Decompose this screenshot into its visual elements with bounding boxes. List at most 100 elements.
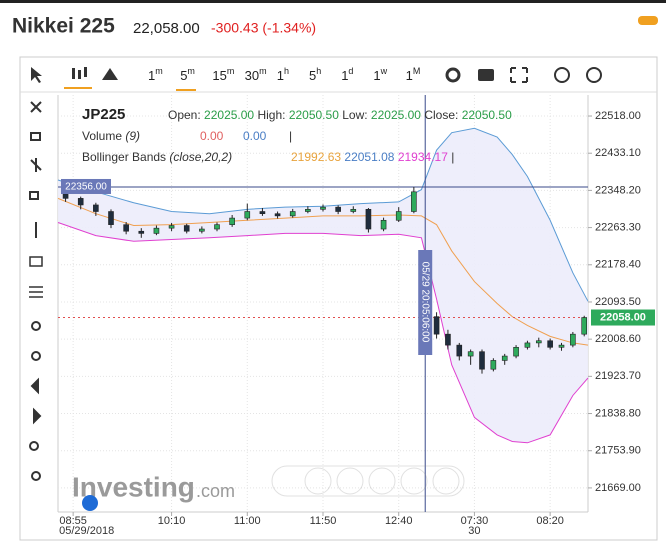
candle-body — [274, 213, 281, 217]
interval-unit: m — [155, 66, 163, 76]
crosshair-x-label: 05/29 20:05:06:00 — [420, 262, 431, 343]
interval[interactable]: 1h — [277, 66, 289, 83]
interval[interactable]: 1w — [373, 66, 387, 83]
label: Volume — [82, 129, 122, 143]
candle-body — [501, 355, 508, 361]
interval-num: 1 — [406, 68, 413, 83]
crosshair-x-box — [418, 250, 433, 355]
crosshair-y-label: 22356.00 — [65, 182, 107, 193]
last-price-box — [591, 309, 655, 326]
interval-unit: h — [284, 66, 289, 76]
change: -300.43 (-1.34%) — [211, 20, 316, 36]
candle-body — [305, 209, 311, 212]
camera[interactable] — [478, 69, 494, 81]
interval[interactable]: 1m — [148, 66, 163, 83]
y-tick-label: 21669.00 — [595, 482, 641, 494]
interval-unit: m — [259, 66, 267, 76]
interval-num: 5 — [309, 68, 316, 83]
legend-bb: Bollinger Bands (close,20,2) 21992.63 22… — [82, 150, 454, 164]
tool[interactable] — [29, 286, 43, 298]
label: Close: — [424, 108, 458, 122]
tool[interactable] — [33, 407, 42, 425]
x-tick-label: 10:10 — [158, 515, 186, 527]
legend-symbol: JP225 — [82, 106, 125, 123]
tool[interactable] — [29, 191, 39, 200]
tool[interactable] — [31, 321, 41, 331]
interval[interactable]: 1d — [341, 66, 353, 83]
candle-body — [490, 360, 497, 370]
candle-body — [199, 228, 205, 232]
x-tick-label: 07:30 — [461, 515, 489, 527]
interval-num: 1 — [277, 68, 284, 83]
tool[interactable] — [29, 256, 43, 267]
tool[interactable] — [30, 158, 42, 172]
candle-body — [229, 217, 235, 225]
tool[interactable] — [30, 132, 41, 141]
tool[interactable] — [31, 471, 41, 481]
candle-body — [320, 206, 326, 210]
candle-body — [535, 340, 542, 344]
interval-num: 5 — [180, 68, 187, 83]
title: Nikkei 225 — [12, 15, 115, 38]
candle-body — [123, 224, 129, 232]
interval-unit: d — [348, 66, 353, 76]
area-tool[interactable] — [102, 68, 118, 80]
candle-body — [108, 211, 114, 225]
date-label: 05/29/2018 — [59, 525, 114, 537]
settings[interactable] — [445, 67, 461, 83]
legend-volume: Volume (9) 0.00 0.00 | — [82, 129, 292, 143]
interval-num: 1 — [341, 68, 348, 83]
x-tick-label: 08:20 — [536, 515, 564, 527]
interval-num: 15 — [212, 68, 226, 83]
candle-body — [289, 211, 296, 217]
sep: | — [289, 129, 292, 143]
tool[interactable] — [30, 377, 39, 395]
interval-unit: h — [316, 66, 321, 76]
side-tools — [29, 101, 43, 481]
band-upper — [57, 127, 589, 302]
interval-num: 1 — [373, 68, 380, 83]
fullscreen[interactable] — [510, 67, 528, 83]
tool[interactable] — [31, 351, 41, 361]
tool-close[interactable] — [30, 101, 42, 113]
last-price-label: 22058.00 — [600, 311, 646, 323]
interval[interactable]: 15m — [212, 66, 234, 83]
interval-num: 30 — [245, 68, 259, 83]
y-tick-label: 21753.90 — [595, 445, 641, 457]
sep: | — [451, 150, 454, 164]
candles-tool[interactable] — [72, 67, 87, 79]
candle-body — [153, 227, 160, 234]
candle-body — [456, 344, 463, 357]
x-tick-label: 08:55 — [59, 515, 87, 527]
logo-badge — [82, 495, 98, 511]
candle-body — [365, 209, 372, 230]
toggle[interactable] — [638, 16, 658, 25]
interval[interactable]: 30m — [245, 66, 267, 83]
candle-body — [244, 211, 251, 219]
candle-body — [214, 224, 220, 230]
legend-ohlc: Open: 22025.00 High: 22050.50 Low: 22025… — [168, 108, 512, 122]
label: Bollinger Bands — [82, 150, 166, 164]
tool[interactable] — [29, 441, 39, 451]
band-fill — [58, 128, 588, 443]
y-tick-label: 22093.50 — [595, 296, 641, 308]
param: (9) — [125, 129, 140, 143]
cursor-tool[interactable] — [31, 67, 42, 83]
upload[interactable] — [586, 67, 602, 83]
interval-unit: w — [380, 66, 388, 76]
interval[interactable]: 5m — [180, 66, 195, 83]
frame — [19, 56, 658, 541]
x-tick-label: 11:00 — [234, 515, 261, 527]
value: 22025.00 — [371, 108, 421, 122]
interval[interactable]: 1M — [406, 66, 421, 83]
label: Open: — [168, 108, 201, 122]
band-middle — [57, 197, 589, 346]
candle-body — [433, 316, 440, 335]
candle-body — [570, 333, 576, 346]
interval-unit: m — [227, 66, 235, 76]
download[interactable] — [554, 67, 570, 83]
interval[interactable]: 5h — [309, 66, 321, 83]
candle-body — [93, 204, 99, 212]
value: 22050.50 — [462, 108, 512, 122]
band-lower — [57, 221, 589, 444]
